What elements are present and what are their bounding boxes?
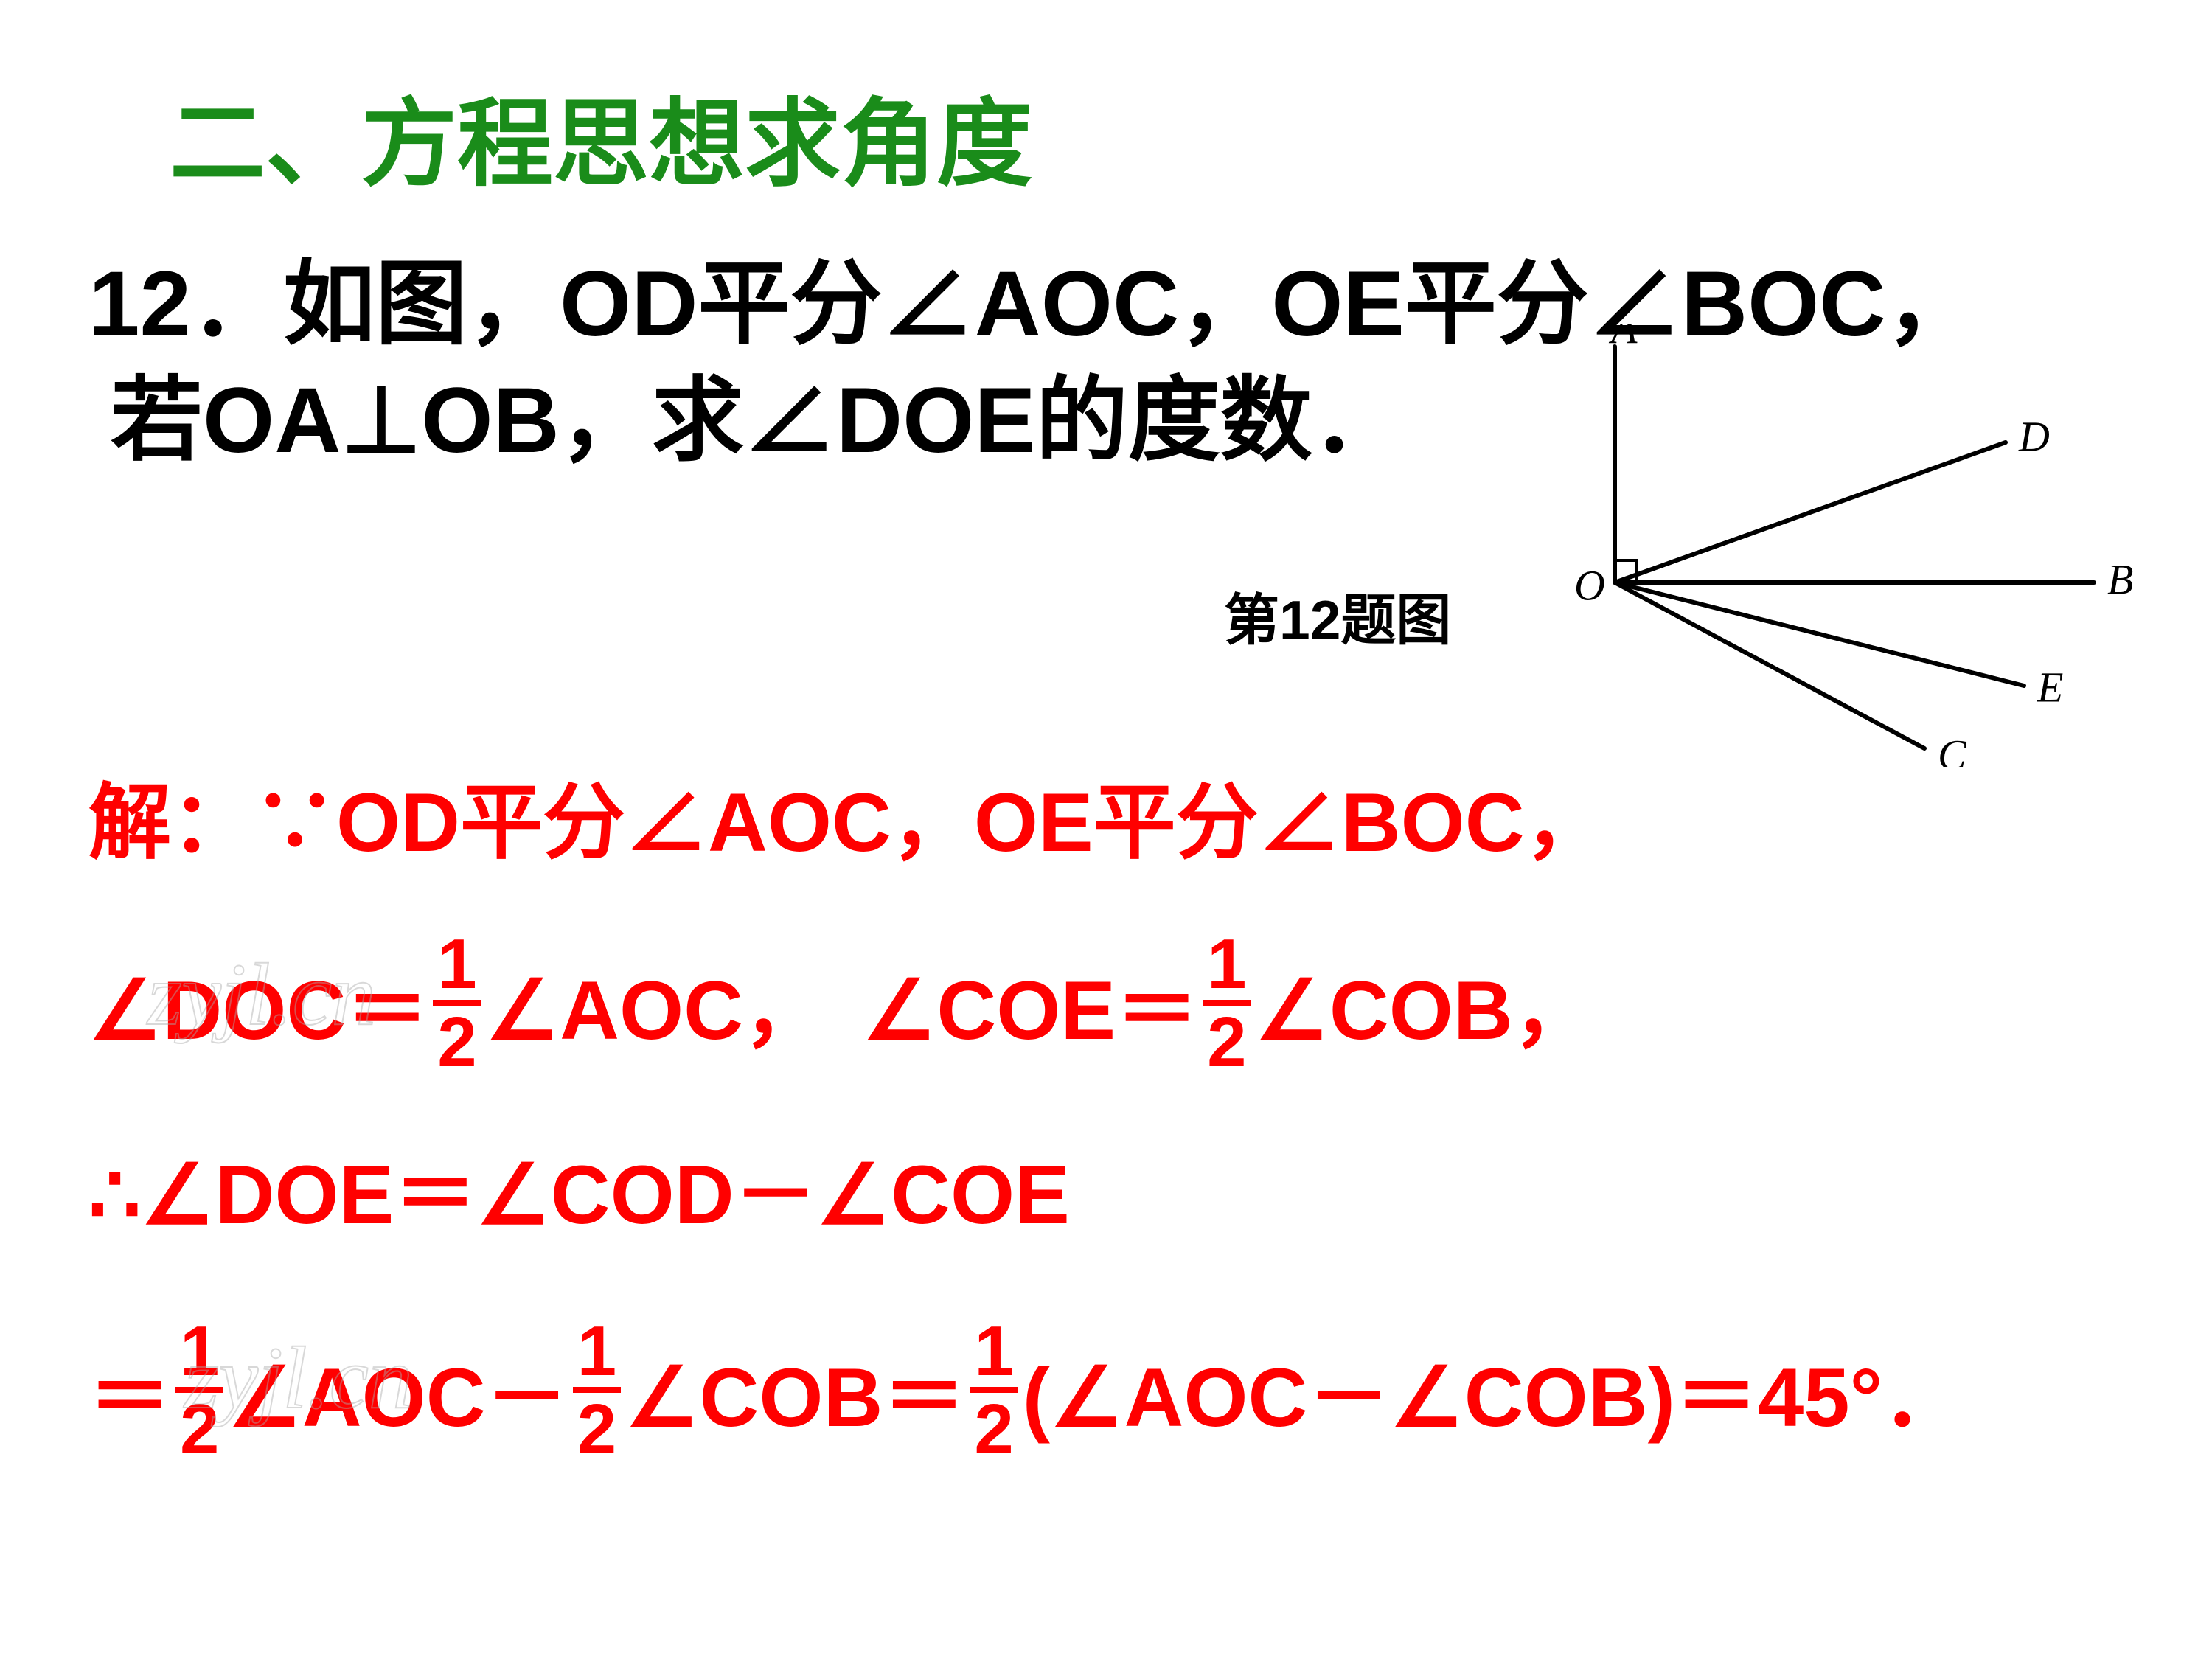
solution-text: (∠AOC－∠COB)＝45°． [1023,1331,1966,1450]
fraction: 1 2 [433,929,481,1078]
problem-line-2: 若OA⊥OB，求∠DOE的度数． [111,345,1405,479]
svg-text:D: D [2018,412,2050,460]
fraction-denominator: 2 [1203,1006,1251,1078]
solution-text: ∠COE＝ [863,944,1198,1063]
solution-text: ＝ [88,1331,171,1450]
fraction-denominator: 2 [433,1006,481,1078]
figure-caption: 第12题图 [1224,575,1451,655]
solution-line-2: ∠DOC＝ 1 2 ∠AOC， ∠COE＝ 1 2 ∠COB， [88,929,1596,1078]
fraction-numerator: 1 [433,929,481,1006]
solution-text: ∴∠DOE＝∠COD－∠COE [88,1128,1070,1248]
fraction: 1 2 [970,1316,1018,1465]
solution-line-3: ∴∠DOE＝∠COD－∠COE [88,1128,1070,1248]
fraction: 1 2 [573,1316,621,1465]
fraction-numerator: 1 [573,1316,621,1393]
fraction-denominator: 2 [175,1393,223,1465]
fraction-numerator: 1 [970,1316,1018,1393]
solution-line-1: 解：∵OD平分∠AOC，OE平分∠BOC， [88,756,1607,875]
fraction-numerator: 1 [1203,929,1251,1006]
section-heading: 二、方程思想求角度 [170,66,1032,205]
solution-text: 解：∵OD平分∠AOC，OE平分∠BOC， [88,756,1607,875]
svg-text:O: O [1574,561,1605,609]
fraction: 1 2 [175,1316,223,1465]
svg-text:A: A [1608,324,1638,352]
svg-text:E: E [2037,663,2063,711]
fraction: 1 2 [1203,929,1251,1078]
solution-text: ∠AOC－ [228,1331,568,1450]
svg-text:C: C [1938,731,1967,767]
solution-text: ∠COB， [1255,944,1595,1063]
angle-diagram: A D B E C O [1534,324,2138,767]
solution-text: ∠COB＝ [625,1331,965,1450]
fraction-numerator: 1 [175,1316,223,1393]
solution-line-4: ＝ 1 2 ∠AOC－ 1 2 ∠COB＝ 1 2 (∠AOC－∠COB)＝45… [88,1316,1965,1465]
solution-text: ∠AOC， [486,944,826,1063]
solution-text: ∠DOC＝ [88,944,428,1063]
svg-text:B: B [2107,555,2133,603]
fraction-denominator: 2 [573,1393,621,1465]
fraction-denominator: 2 [970,1393,1018,1465]
